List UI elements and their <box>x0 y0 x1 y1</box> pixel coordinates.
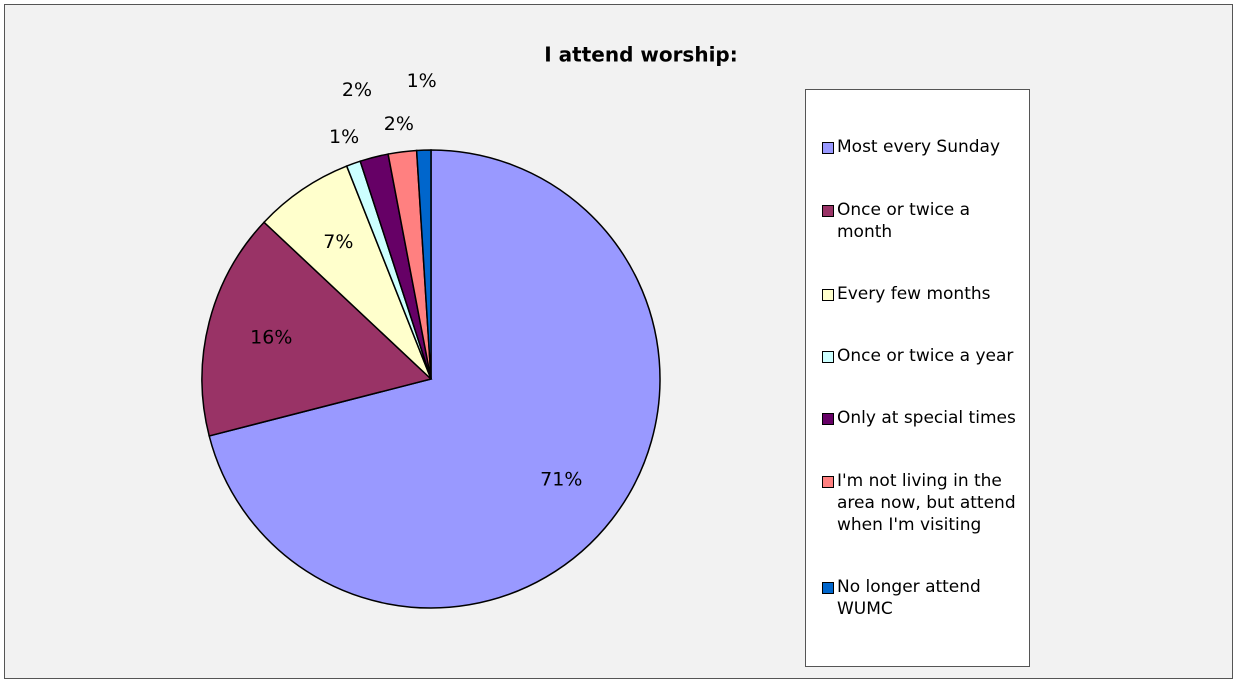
legend-swatch <box>822 142 834 155</box>
legend-label: I'm not living in the area now, but atte… <box>837 470 1016 535</box>
legend-item: Once or twice a year <box>822 345 1029 367</box>
data-label: 7% <box>323 231 353 253</box>
legend-item: I'm not living in the area now, but atte… <box>822 470 1029 536</box>
legend-swatch <box>822 204 834 217</box>
pie-slice <box>201 221 433 437</box>
legend-item: Every few months <box>822 283 1029 305</box>
legend-swatch <box>822 288 834 301</box>
data-label: 16% <box>250 326 292 348</box>
legend-item: Only at special times <box>822 407 1029 429</box>
legend-label: Every few months <box>837 283 991 304</box>
data-label: 2% <box>384 113 414 135</box>
pie-slice <box>415 149 432 380</box>
legend-label: Only at special times <box>837 408 1016 429</box>
legend-item: Once or twice a month <box>822 199 1029 243</box>
data-label: 1% <box>329 126 359 148</box>
legend-swatch <box>822 413 834 426</box>
data-label: 1% <box>407 70 437 92</box>
legend-item: No longer attend WUMC <box>822 576 1029 620</box>
legend: Most every Sunday Once or twice a month Ev… <box>805 89 1030 667</box>
pie-slice <box>208 149 661 609</box>
legend-swatch <box>822 351 834 363</box>
legend-item: Most every Sunday <box>822 136 1029 158</box>
legend-swatch <box>822 581 834 594</box>
chart-frame: I attend worship: 71% 16% 7% 1% 2% 2% 1% Most … <box>4 4 1233 679</box>
data-label: 2% <box>342 79 372 101</box>
legend-label: No longer attend WUMC <box>837 576 981 619</box>
chart: I attend worship: 71% 16% 7% 1% 2% 2% 1% <box>201 43 738 609</box>
legend-label: Most every Sunday <box>837 137 1001 158</box>
chart-title: I attend worship: <box>544 43 738 67</box>
legend-label: Once or twice a year <box>837 346 1014 366</box>
data-label: 71% <box>540 469 582 491</box>
legend-swatch <box>822 475 834 488</box>
legend-label: Once or twice a month <box>837 199 971 242</box>
